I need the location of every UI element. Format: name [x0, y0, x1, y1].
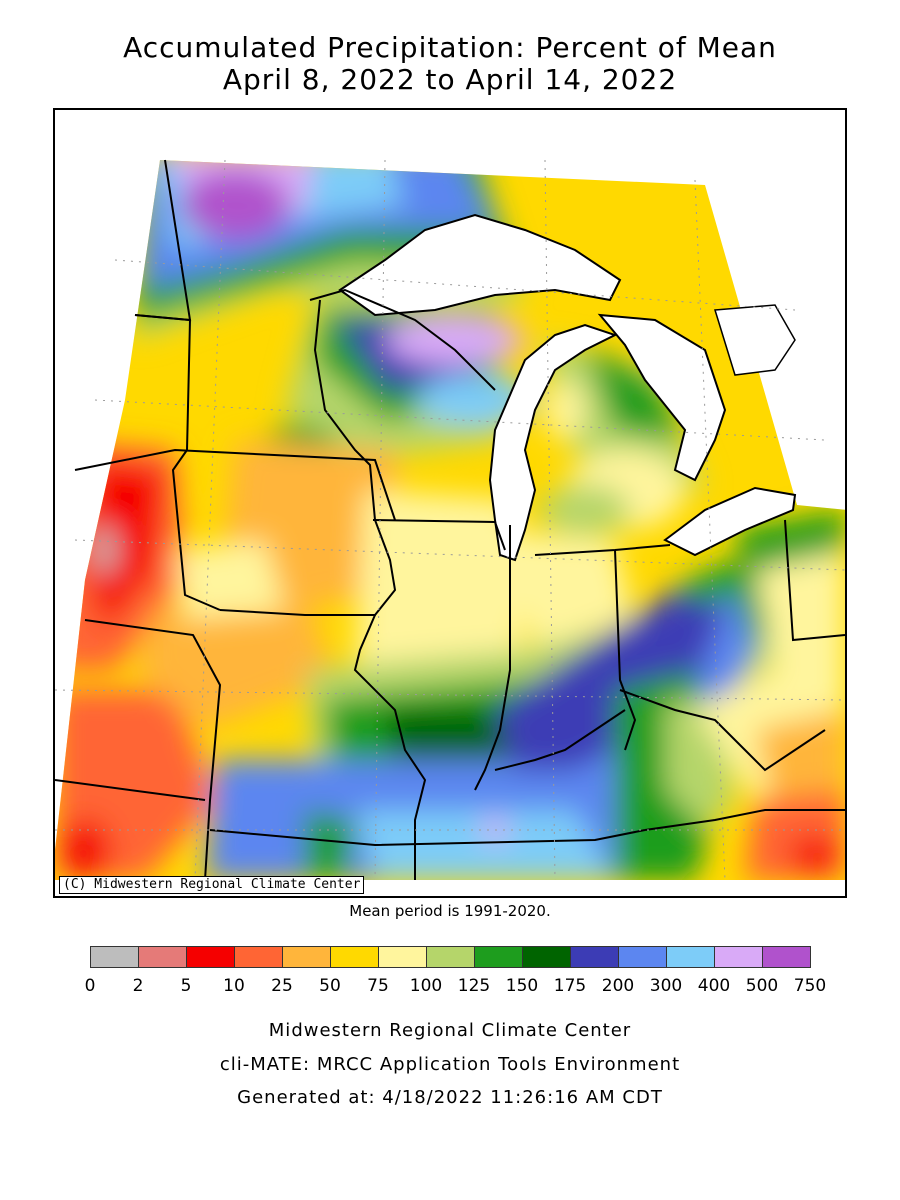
map-canvas — [55, 159, 845, 881]
legend-tick-label: 500 — [745, 976, 779, 996]
legend-tick-label: 25 — [271, 976, 293, 996]
legend-tick-label: 750 — [793, 976, 827, 996]
legend-swatch — [282, 946, 331, 968]
precipitation-field — [55, 160, 845, 880]
legend-swatch — [714, 946, 763, 968]
map-title: Accumulated Precipitation: Percent of Me… — [123, 31, 777, 64]
legend-tick-label: 300 — [649, 976, 683, 996]
legend-swatch — [378, 946, 427, 968]
graticule — [55, 159, 845, 881]
legend-swatch — [570, 946, 619, 968]
legend-tick-label: 200 — [601, 976, 635, 996]
footer-generated-timestamp: Generated at: 4/18/2022 11:26:16 AM CDT — [237, 1087, 663, 1108]
legend-tick-label: 5 — [180, 976, 192, 996]
state-boundaries — [55, 159, 845, 881]
legend-swatch — [234, 946, 283, 968]
footer-organization: Midwestern Regional Climate Center — [268, 1020, 632, 1041]
legend-tick-label: 2 — [132, 976, 144, 996]
legend-swatch — [330, 946, 379, 968]
legend-swatch — [762, 946, 811, 968]
legend-swatch — [426, 946, 475, 968]
map-subtitle-dates: April 8, 2022 to April 14, 2022 — [222, 63, 678, 96]
legend-tick-label: 400 — [697, 976, 731, 996]
color-legend — [90, 946, 811, 968]
legend-tick-label: 50 — [319, 976, 341, 996]
legend-swatch — [522, 946, 571, 968]
legend-swatch — [618, 946, 667, 968]
legend-tick-label: 0 — [84, 976, 96, 996]
legend-tick-label: 75 — [367, 976, 389, 996]
legend-tick-label: 175 — [553, 976, 587, 996]
legend-swatch — [186, 946, 235, 968]
copyright-label: (C) Midwestern Regional Climate Center — [59, 876, 365, 894]
legend-tick-label: 100 — [409, 976, 443, 996]
legend-swatch — [474, 946, 523, 968]
legend-tick-label: 125 — [457, 976, 491, 996]
precipitation-map: (C) Midwestern Regional Climate Center — [53, 108, 847, 898]
legend-tick-label: 150 — [505, 976, 539, 996]
legend-swatch — [138, 946, 187, 968]
footer-application: cli-MATE: MRCC Application Tools Environ… — [219, 1054, 681, 1075]
legend-swatch — [90, 946, 139, 968]
legend-tick-label: 10 — [223, 976, 245, 996]
mean-period-note: Mean period is 1991-2020. — [349, 902, 551, 920]
great-lakes — [338, 213, 797, 562]
legend-swatch — [666, 946, 715, 968]
